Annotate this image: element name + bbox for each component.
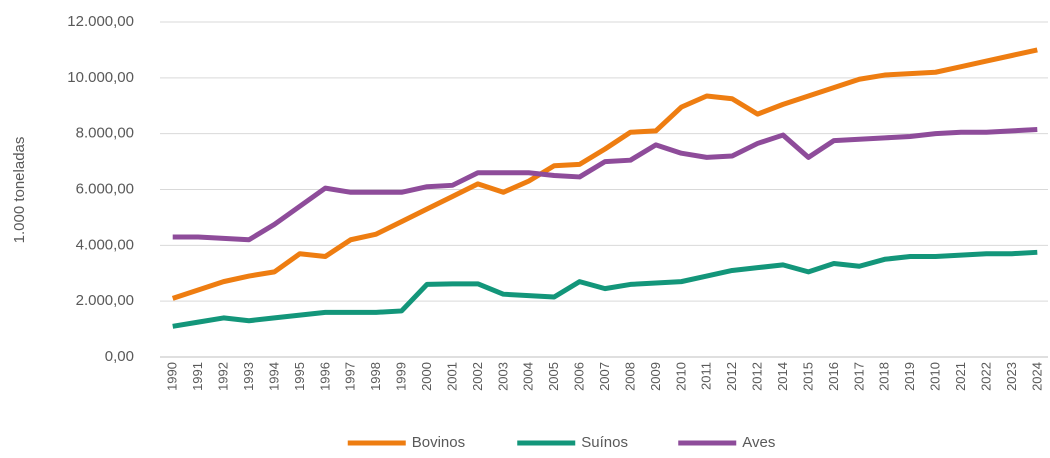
x-tick-label: 1998 (368, 362, 383, 391)
y-tick-label: 10.000,00 (67, 69, 134, 86)
x-tick-label: 1991 (190, 362, 205, 391)
x-tick-label: 2007 (597, 362, 612, 391)
x-tick-label: 1995 (292, 362, 307, 391)
legend-label: Bovinos (412, 434, 465, 451)
x-tick-label: 2008 (622, 362, 637, 391)
x-tick-label: 2003 (495, 362, 510, 391)
x-tick-label: 2018 (877, 362, 892, 391)
legend-label: Suínos (581, 434, 628, 451)
x-tick-label: 2004 (521, 362, 536, 391)
x-tick-label: 1994 (266, 362, 281, 391)
x-tick-label: 2019 (902, 362, 917, 391)
line-series (172, 126, 1038, 243)
x-tick-label: 1999 (394, 362, 409, 391)
x-tick-label: 2021 (953, 362, 968, 391)
x-tick-label: 2012 (724, 362, 739, 391)
y-tick-label: 2.000,00 (76, 292, 134, 309)
x-tick-label: 2005 (546, 362, 561, 391)
x-tick-label: 1996 (317, 362, 332, 391)
x-tick-label: 2010 (928, 362, 943, 391)
line-series (172, 249, 1038, 329)
x-tick-label: 2009 (648, 362, 663, 391)
x-tick-label: 2014 (775, 362, 790, 391)
y-tick-label: 12.000,00 (67, 13, 134, 30)
x-tick-label: 1990 (165, 362, 180, 391)
x-tick-label: 2011 (699, 362, 714, 390)
x-tick-label: 1997 (343, 362, 358, 391)
x-tick-label: 2015 (800, 362, 815, 391)
y-tick-label: 4.000,00 (76, 236, 134, 253)
x-tick-label: 2022 (978, 362, 993, 391)
x-tick-label: 2000 (419, 362, 434, 391)
x-tick-label: 2017 (851, 362, 866, 391)
y-tick-label: 8.000,00 (76, 125, 134, 142)
x-tick-label: 1993 (241, 362, 256, 391)
y-tick-label: 6.000,00 (76, 180, 134, 197)
line-series (171, 47, 1038, 301)
x-tick-label: 2016 (826, 362, 841, 391)
legend-label: Aves (742, 434, 775, 451)
y-tick-label: 0,00 (105, 348, 134, 365)
x-tick-label: 2012 (750, 362, 765, 391)
x-tick-label: 2024 (1029, 362, 1044, 391)
x-tick-label: 2006 (572, 362, 587, 391)
x-tick-label: 2010 (673, 362, 688, 391)
x-tick-label: 2002 (470, 362, 485, 391)
x-tick-label: 2023 (1004, 362, 1019, 391)
x-tick-label: 1992 (216, 362, 231, 391)
x-tick-label: 2001 (444, 362, 459, 391)
y-axis-label: 1.000 toneladas (11, 137, 28, 244)
